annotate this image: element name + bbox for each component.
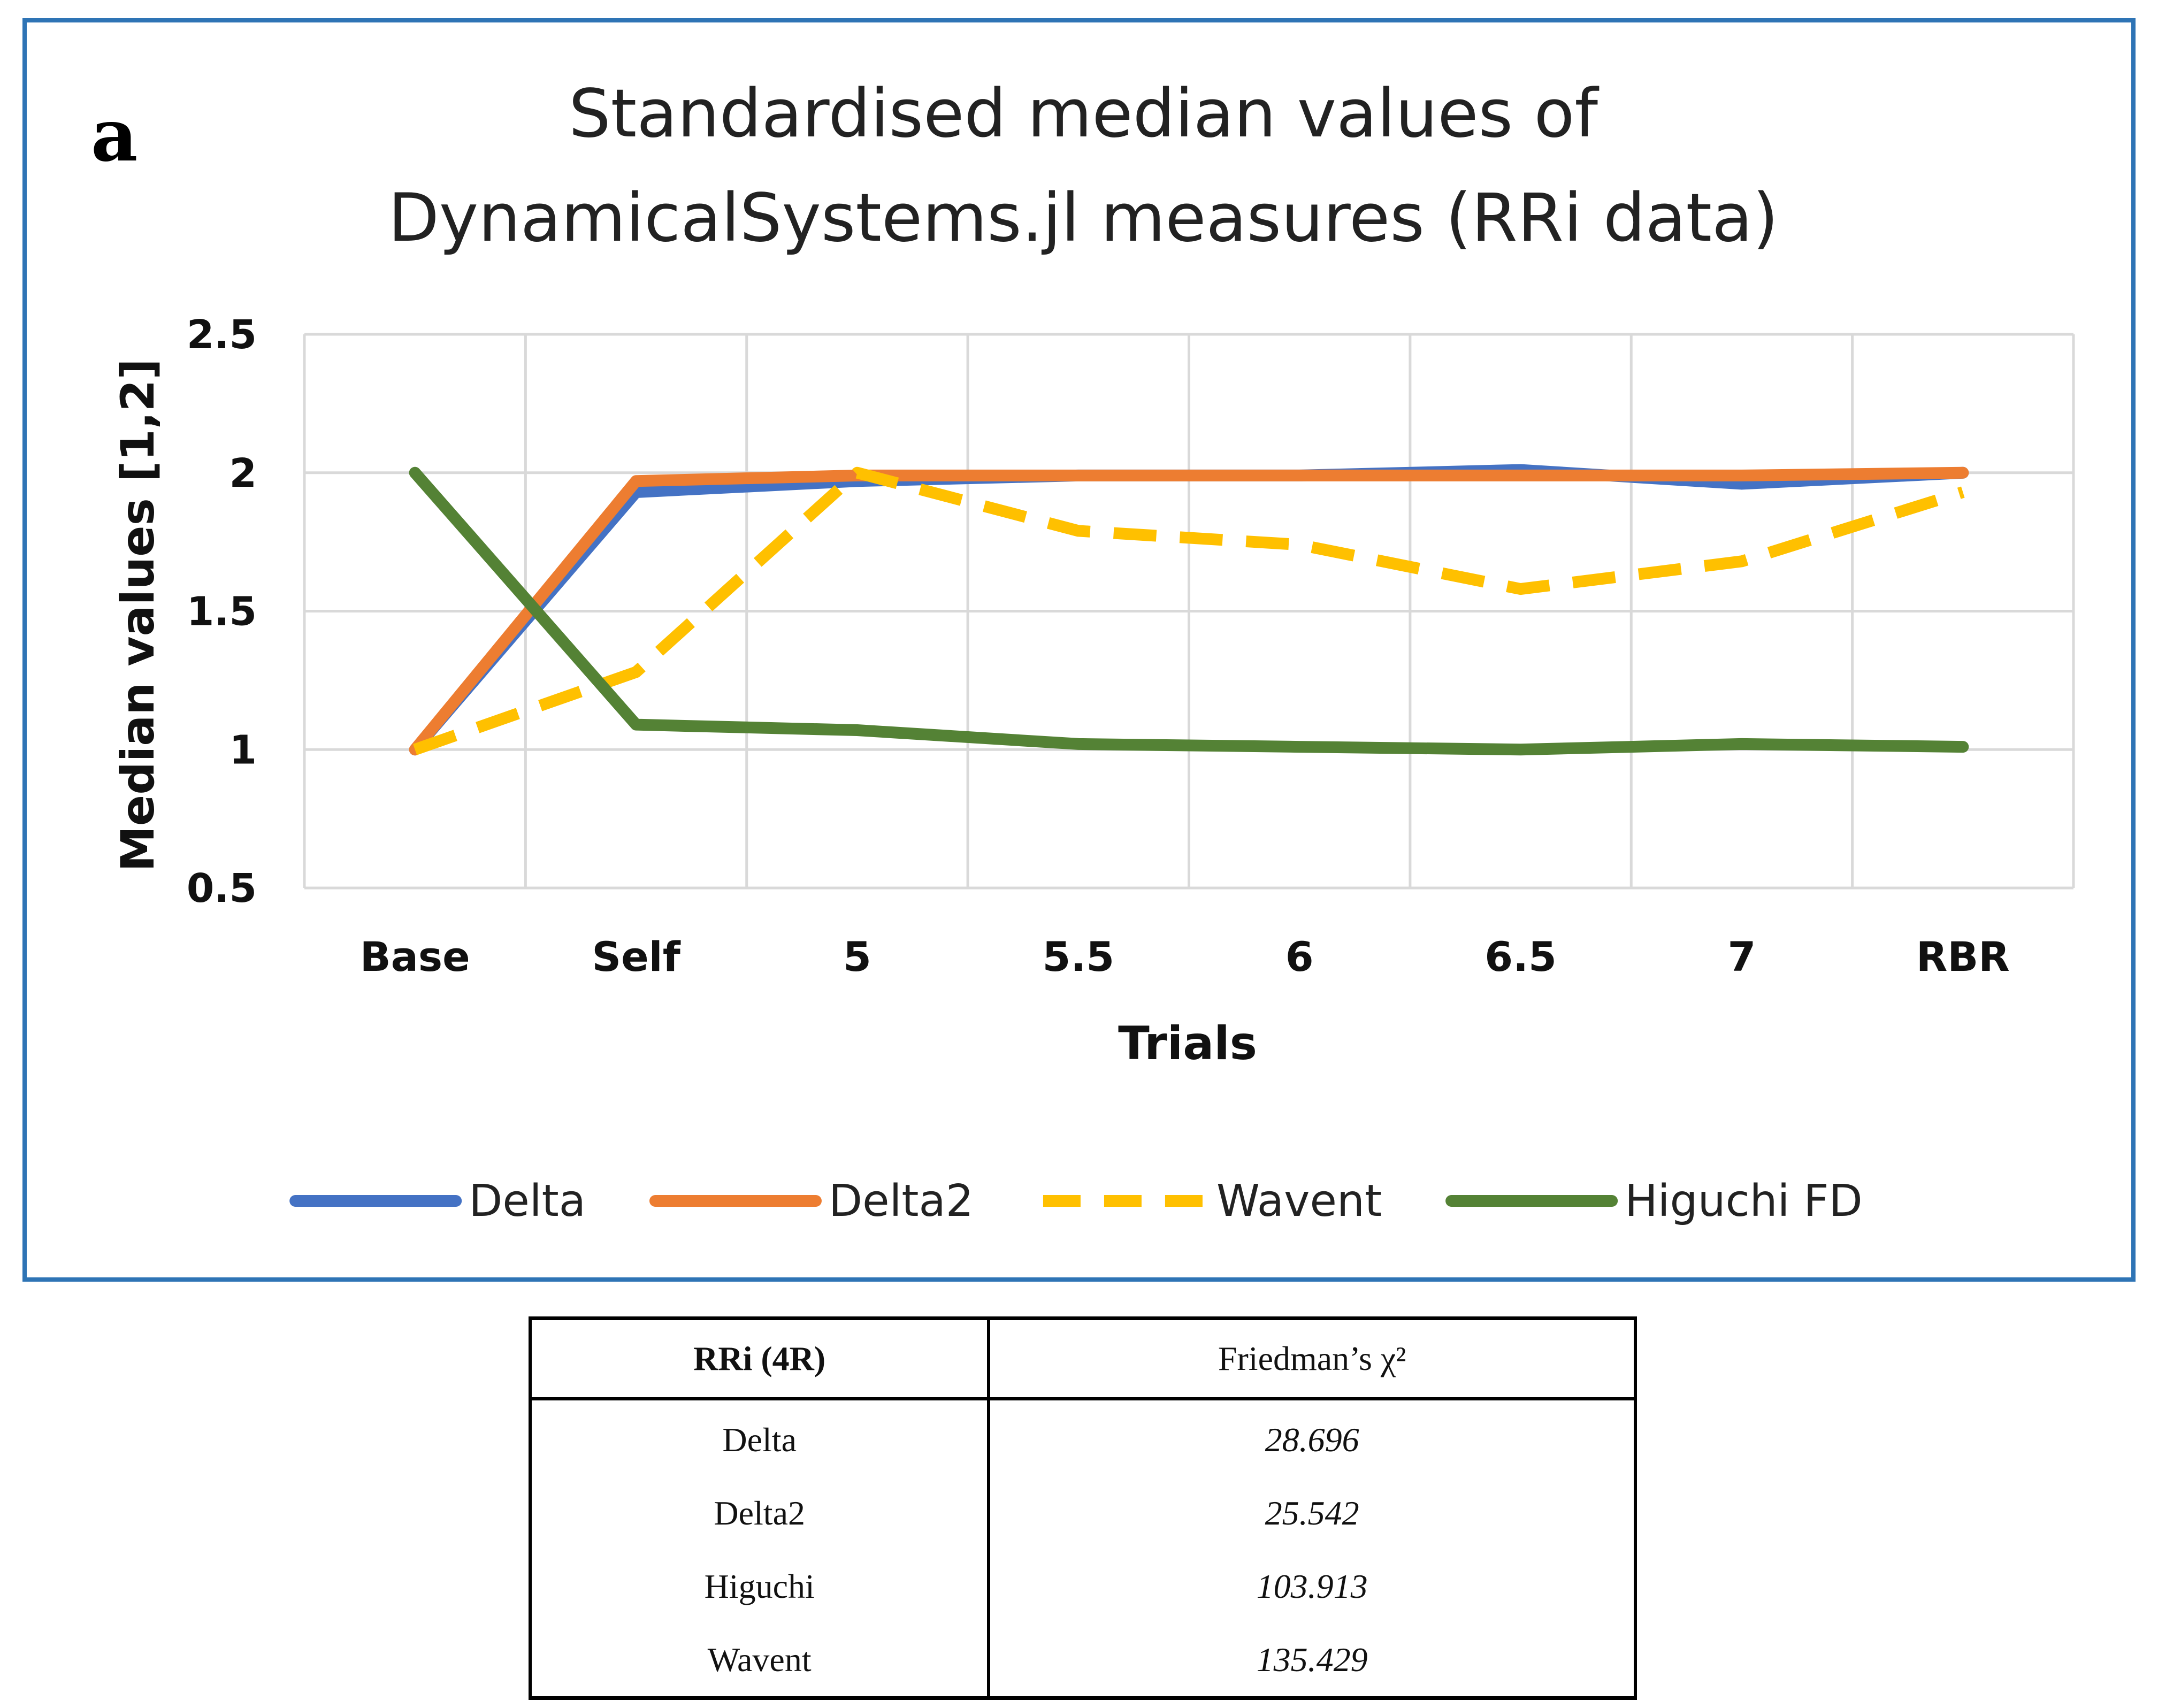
y-tick-label: 2.5 bbox=[187, 312, 257, 358]
x-tick-label: 5 bbox=[843, 933, 871, 981]
chart-panel bbox=[22, 18, 2136, 1282]
y-tick-label: 0.5 bbox=[187, 866, 257, 912]
series-lines bbox=[409, 464, 1969, 756]
table-cell-value: 135.429 bbox=[1256, 1640, 1368, 1679]
x-tick-label: Base bbox=[360, 933, 470, 981]
gridlines bbox=[303, 333, 2075, 890]
panel-letter: a bbox=[91, 93, 137, 178]
table-cell-value: 103.913 bbox=[1256, 1567, 1368, 1605]
series-line-delta2 bbox=[409, 466, 1969, 756]
y-tick-label: 2 bbox=[229, 450, 257, 496]
table-cell-label: Wavent bbox=[530, 1623, 991, 1698]
chart-title-line2: DynamicalSystems.jl measures (RRi data) bbox=[388, 180, 1778, 257]
y-tick-label: 1.5 bbox=[187, 589, 257, 635]
x-tick-label: 7 bbox=[1727, 933, 1756, 981]
series-line-wavent bbox=[413, 466, 1965, 755]
chart-title-line1: Standardised median values of bbox=[569, 75, 1600, 152]
x-tick-label: 5.5 bbox=[1042, 933, 1114, 981]
table-cell-value: 28.696 bbox=[1265, 1420, 1359, 1459]
table-cell-label: Higuchi bbox=[530, 1550, 991, 1623]
table-header-friedman: Friedman’s χ² bbox=[989, 1318, 1635, 1400]
x-axis-label: Trials bbox=[1118, 1017, 1257, 1070]
x-tick-label: 6 bbox=[1285, 933, 1314, 981]
x-tick-labels: Base Self 5 5.5 6 6.5 7 RBR bbox=[360, 933, 2010, 981]
legend-label-higuchi-fd: Higuchi FD bbox=[1625, 1176, 1863, 1227]
legend-label-wavent: Wavent bbox=[1216, 1176, 1382, 1227]
legend-label-delta: Delta bbox=[469, 1176, 586, 1227]
table-row: Delta2 25.542 bbox=[530, 1476, 1635, 1550]
table-row: Higuchi 103.913 bbox=[530, 1550, 1635, 1623]
legend: Delta Delta2 Wavent Higuchi FD bbox=[289, 1176, 1863, 1227]
legend-label-delta2: Delta2 bbox=[829, 1176, 974, 1227]
table-header-measure: RRi (4R) bbox=[530, 1318, 991, 1400]
table-row: Wavent 135.429 bbox=[530, 1623, 1635, 1698]
x-tick-label: Self bbox=[592, 933, 680, 981]
table-cell-label: Delta bbox=[530, 1399, 991, 1476]
table-cell-value: 25.542 bbox=[1265, 1493, 1359, 1532]
chart: a Standardised median values of Dynamica… bbox=[91, 75, 2075, 1227]
y-tick-label: 1 bbox=[229, 727, 257, 773]
table-header-row: RRi (4R) Friedman’s χ² bbox=[530, 1318, 1635, 1400]
y-tick-labels: 0.5 1 1.5 2 2.5 bbox=[187, 312, 257, 912]
x-tick-label: RBR bbox=[1916, 933, 2010, 981]
y-axis-label: Median values [1,2] bbox=[111, 358, 165, 871]
table-row: Delta 28.696 bbox=[530, 1399, 1635, 1476]
series-line-higuchi-fd bbox=[409, 466, 1969, 756]
table-cell-label: Delta2 bbox=[530, 1476, 991, 1550]
friedman-table: RRi (4R) Friedman’s χ² Delta 28.696 Delt… bbox=[529, 1316, 1637, 1700]
x-tick-label: 6.5 bbox=[1484, 933, 1557, 981]
